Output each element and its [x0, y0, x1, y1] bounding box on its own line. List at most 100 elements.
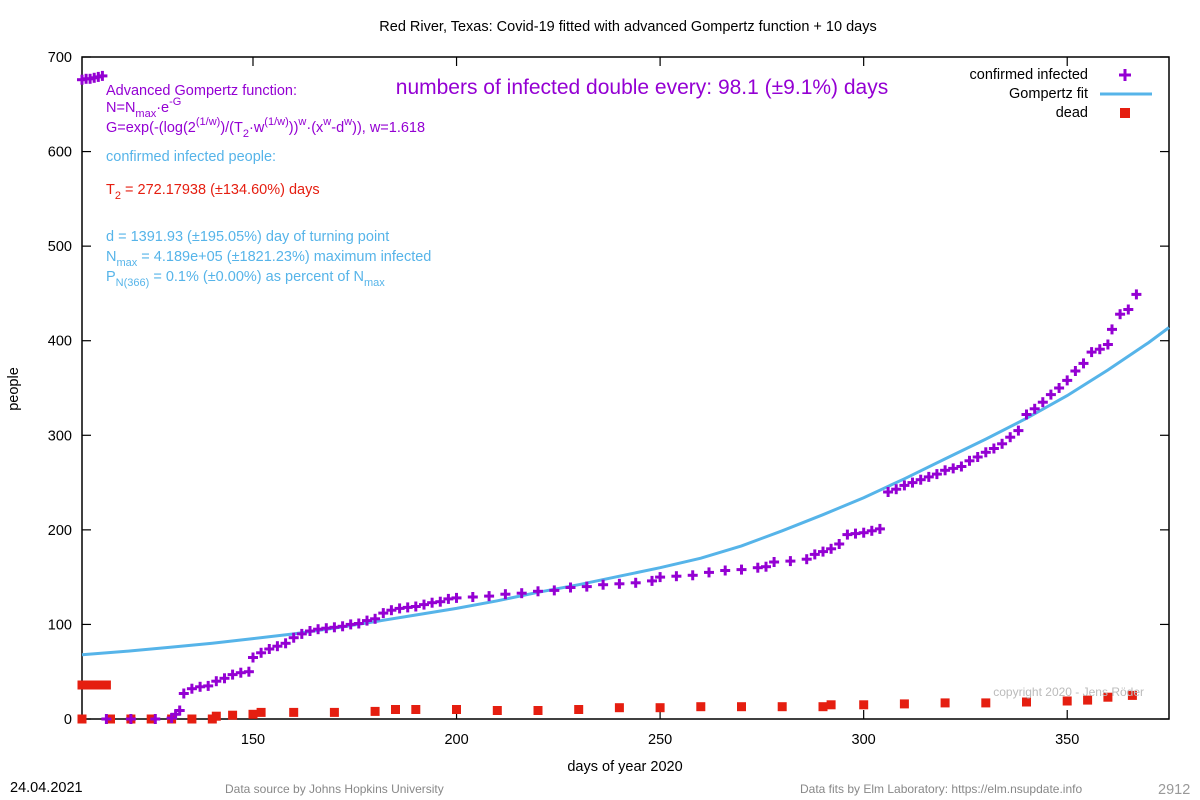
infected-point	[1115, 309, 1126, 320]
dead-point	[655, 703, 665, 713]
infected-point	[630, 577, 641, 588]
infected-point	[655, 572, 666, 583]
y-tick-label: 100	[48, 617, 72, 633]
nmax-value: Nmax = 4.189e+05 (±1821.23%) maximum inf…	[106, 249, 431, 269]
infected-point	[785, 556, 796, 567]
dead-point	[899, 699, 909, 709]
infected-point	[647, 575, 657, 586]
y-tick-label: 700	[48, 50, 72, 66]
infected-point	[370, 613, 381, 624]
dead-point	[574, 705, 584, 714]
infected-point	[549, 585, 560, 596]
x-axis-label: days of year 2020	[567, 759, 682, 775]
infected-point	[834, 539, 845, 549]
infected-point	[296, 628, 307, 639]
infected-point	[125, 714, 136, 724]
confirmed-people-label: confirmed infected people:	[106, 149, 276, 165]
infected-point	[362, 615, 372, 626]
infected-point	[1021, 409, 1032, 420]
infected-point	[720, 565, 731, 576]
infected-point	[227, 669, 238, 680]
infected-point	[1054, 383, 1065, 393]
infected-point	[997, 438, 1008, 449]
infected-point	[761, 561, 771, 572]
dead-point	[859, 700, 869, 710]
infected-point	[256, 647, 267, 658]
infected-point	[203, 680, 214, 691]
infected-point	[1045, 389, 1056, 400]
infected-point	[174, 705, 185, 716]
infected-point	[972, 452, 983, 462]
infected-point	[899, 480, 910, 491]
infected-point	[565, 582, 576, 593]
dead-point	[1103, 692, 1113, 702]
infected-point	[818, 546, 828, 557]
infected-point	[484, 591, 495, 602]
infected-point	[1123, 304, 1134, 315]
y-tick-label: 400	[48, 334, 72, 350]
dead-point	[818, 702, 828, 712]
dead-point	[696, 702, 706, 712]
x-tick-label: 250	[648, 732, 672, 748]
gompertz-formula-g: G=exp(-(log(2(1/w))/(T2·w(1/w)))w·(xw-dw…	[106, 116, 425, 140]
infected-point	[1070, 366, 1081, 376]
legend-marker-confirmed	[1119, 69, 1131, 81]
dead-point	[826, 700, 836, 710]
footer-source: Data source by Johns Hopkins University	[225, 782, 444, 796]
dead-point	[228, 710, 238, 720]
infected-point	[907, 477, 918, 488]
legend: confirmed infected Gompertz fit dead	[970, 67, 1152, 121]
infected-point	[671, 571, 682, 582]
x-tick-label: 200	[444, 732, 468, 748]
infected-point	[353, 618, 364, 629]
dead-point	[1127, 690, 1137, 700]
dead-point	[614, 703, 624, 713]
infected-point	[1094, 344, 1105, 355]
infected-point	[1062, 375, 1073, 386]
series-dead	[77, 680, 1137, 724]
infected-point	[956, 461, 967, 472]
y-tick-label: 200	[48, 523, 72, 539]
doubling-time-t2: T2 = 272.17938 (±134.60%) days	[106, 182, 320, 202]
x-tick-label: 150	[241, 732, 265, 748]
infected-point	[988, 443, 999, 454]
dead-point	[981, 698, 991, 708]
dead-point	[1022, 697, 1031, 707]
dead-point	[411, 705, 421, 714]
infected-point	[410, 601, 421, 612]
infected-point	[874, 523, 885, 534]
dead-point	[737, 702, 746, 712]
infected-point	[1107, 324, 1117, 335]
y-axis-label: people	[6, 367, 22, 411]
legend-label-fit: Gompertz fit	[1009, 86, 1088, 102]
infected-point	[97, 70, 108, 81]
infected-point	[1013, 425, 1024, 436]
infected-point	[378, 608, 389, 619]
infected-point	[516, 588, 527, 599]
percent-nmax: PN(366) = 0.1% (±0.00%) as percent of Nm…	[106, 269, 385, 289]
footer-id: 2912	[1158, 782, 1191, 798]
y-tick-label: 500	[48, 239, 72, 255]
infected-point	[826, 543, 837, 554]
y-tick-label: 600	[48, 145, 72, 161]
infected-point	[809, 549, 820, 560]
infected-point	[687, 570, 698, 581]
gompertz-title: Advanced Gompertz function:	[106, 83, 297, 99]
infected-point	[1086, 347, 1097, 358]
dead-point	[533, 706, 543, 715]
x-tick-label: 300	[852, 732, 876, 748]
dead-point	[370, 706, 380, 716]
series-gompertz-fit	[81, 326, 1170, 657]
dead-point	[1062, 696, 1072, 706]
series-confirmed-infected	[77, 70, 1142, 724]
dead-point	[391, 705, 400, 714]
infected-point	[280, 638, 291, 649]
x-tick-label: 350	[1055, 732, 1079, 748]
infected-point	[150, 714, 161, 724]
infected-point	[178, 688, 189, 699]
infected-point	[272, 641, 283, 652]
infected-point	[931, 469, 942, 480]
infected-point	[533, 586, 543, 597]
infected-point	[243, 666, 254, 677]
